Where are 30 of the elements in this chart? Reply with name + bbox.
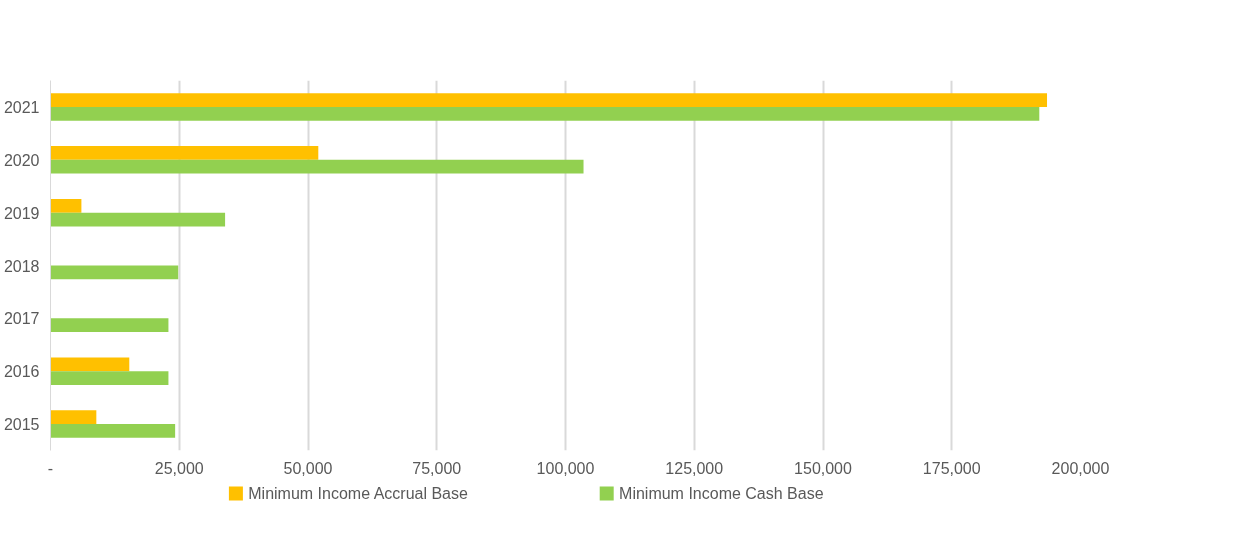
bar xyxy=(50,424,176,438)
y-tick-label: 2019 xyxy=(3,204,40,222)
bar xyxy=(50,146,319,160)
x-tick-label: 100,000 xyxy=(536,459,595,477)
bar xyxy=(50,357,130,372)
x-tick-label: 150,000 xyxy=(794,459,853,477)
bar xyxy=(50,93,1048,107)
bar xyxy=(50,265,179,280)
bar xyxy=(50,318,169,333)
bar xyxy=(50,371,169,385)
bar xyxy=(50,198,82,213)
y-tick-label: 2021 xyxy=(3,98,40,116)
x-tick-label: 175,000 xyxy=(922,459,981,477)
legend-label: Minimum Income Accrual Base xyxy=(248,485,468,502)
bar xyxy=(50,159,584,174)
x-tick-label: 75,000 xyxy=(412,459,462,477)
y-tick-label: 2016 xyxy=(3,363,40,381)
x-tick-label: 200,000 xyxy=(1051,459,1110,477)
x-tick-label: 50,000 xyxy=(283,459,333,477)
x-tick-label: 25,000 xyxy=(154,459,204,477)
bar xyxy=(50,410,97,425)
y-tick-label: 2018 xyxy=(3,257,40,275)
y-tick-label: 2017 xyxy=(3,310,40,328)
x-tick-label: 125,000 xyxy=(665,459,724,477)
y-tick-label: 2015 xyxy=(3,416,40,434)
bar xyxy=(50,212,226,227)
legend-label: Minimum Income Cash Base xyxy=(619,485,824,502)
bar xyxy=(50,106,1040,121)
y-tick-label: 2020 xyxy=(3,151,40,169)
x-tick-label: - xyxy=(47,459,54,477)
